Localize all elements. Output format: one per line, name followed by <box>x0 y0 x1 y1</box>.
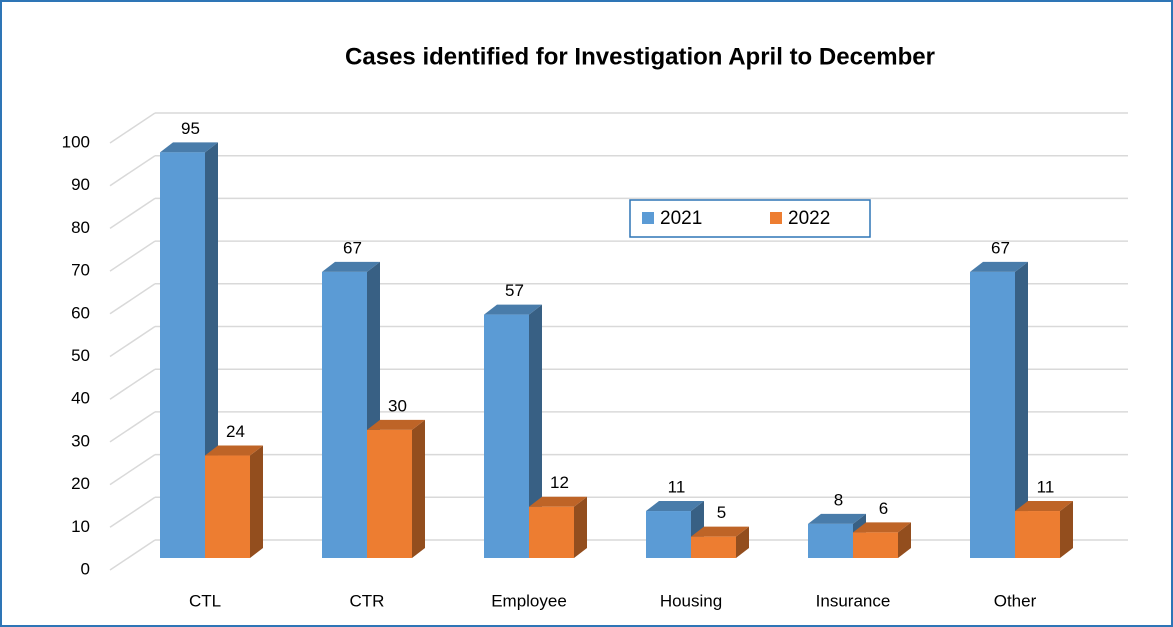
data-label: 11 <box>668 478 686 497</box>
bar-side <box>412 419 425 558</box>
data-label: 6 <box>879 499 888 518</box>
legend-swatch <box>770 212 782 224</box>
y-tick-label: 30 <box>71 431 90 450</box>
x-tick-label: Insurance <box>816 591 891 610</box>
y-tick-label: 10 <box>71 517 90 536</box>
y-tick-label: 50 <box>71 346 90 365</box>
y-tick-label: 70 <box>71 261 90 280</box>
bar-top <box>853 522 911 533</box>
bar-top <box>367 419 425 430</box>
bar-side <box>736 526 749 558</box>
x-tick-label: CTL <box>189 591 221 610</box>
grid-line <box>109 539 156 571</box>
data-label: 67 <box>343 238 362 257</box>
y-tick-label: 100 <box>62 132 90 151</box>
data-label: 5 <box>717 503 726 522</box>
x-tick-label: Other <box>994 591 1037 610</box>
legend-label: 2021 <box>660 208 702 229</box>
legend-box <box>629 199 871 238</box>
legend-swatch <box>642 212 654 224</box>
y-tick-label: 90 <box>71 175 90 194</box>
data-label: 95 <box>181 119 200 138</box>
grid-line <box>109 453 156 486</box>
grid-line <box>109 240 156 272</box>
bar <box>484 314 529 558</box>
bar <box>691 536 736 558</box>
data-label: 24 <box>226 422 245 441</box>
legend-label: 2022 <box>788 208 830 229</box>
bar <box>853 532 898 558</box>
grid-line <box>109 112 156 144</box>
grid-line <box>109 368 156 400</box>
bar-top <box>484 304 542 315</box>
y-tick-label: 40 <box>71 389 90 408</box>
bar <box>205 455 250 558</box>
grid-line <box>109 197 156 230</box>
grid-line <box>109 411 156 443</box>
grid-line <box>109 155 156 187</box>
data-label: 8 <box>834 490 843 509</box>
bar <box>970 271 1015 558</box>
bar-top <box>646 501 704 512</box>
bar <box>529 506 574 558</box>
data-label: 57 <box>505 281 524 300</box>
legend: 2021 2022 <box>629 199 871 238</box>
bar-top <box>808 513 866 524</box>
bar-top <box>322 261 380 272</box>
y-tick-label: 60 <box>71 303 90 322</box>
x-tick-label: CTR <box>350 591 385 610</box>
chart-title: Cases identified for Investigation April… <box>345 43 935 70</box>
bar-top <box>205 445 263 456</box>
bar-top <box>529 496 587 507</box>
bar-top <box>691 526 749 537</box>
bar-top <box>970 261 1028 272</box>
bar <box>1015 511 1060 558</box>
x-tick-label: Housing <box>660 591 722 610</box>
bar <box>808 523 853 558</box>
data-label: 67 <box>991 238 1010 257</box>
data-label: 11 <box>1037 478 1055 497</box>
grid-line <box>109 283 156 315</box>
data-label: 30 <box>388 396 407 415</box>
x-tick-label: Employee <box>491 591 567 610</box>
y-tick-label: 80 <box>71 218 90 237</box>
bar-side <box>250 445 263 558</box>
bar-top <box>160 142 218 153</box>
bar-side <box>574 496 587 558</box>
grid-line <box>109 325 156 358</box>
bar-top <box>1015 501 1073 512</box>
bar-side <box>529 304 542 558</box>
bar-side <box>1015 261 1028 558</box>
bar <box>646 511 691 558</box>
bar <box>367 429 412 558</box>
y-tick-label: 20 <box>71 474 90 493</box>
data-label: 12 <box>550 473 569 492</box>
bar <box>322 271 367 558</box>
y-tick-label: 0 <box>81 559 90 578</box>
bar-side <box>1060 501 1073 558</box>
grid-line <box>109 496 156 528</box>
bar-side <box>898 522 911 558</box>
bar <box>160 152 205 558</box>
